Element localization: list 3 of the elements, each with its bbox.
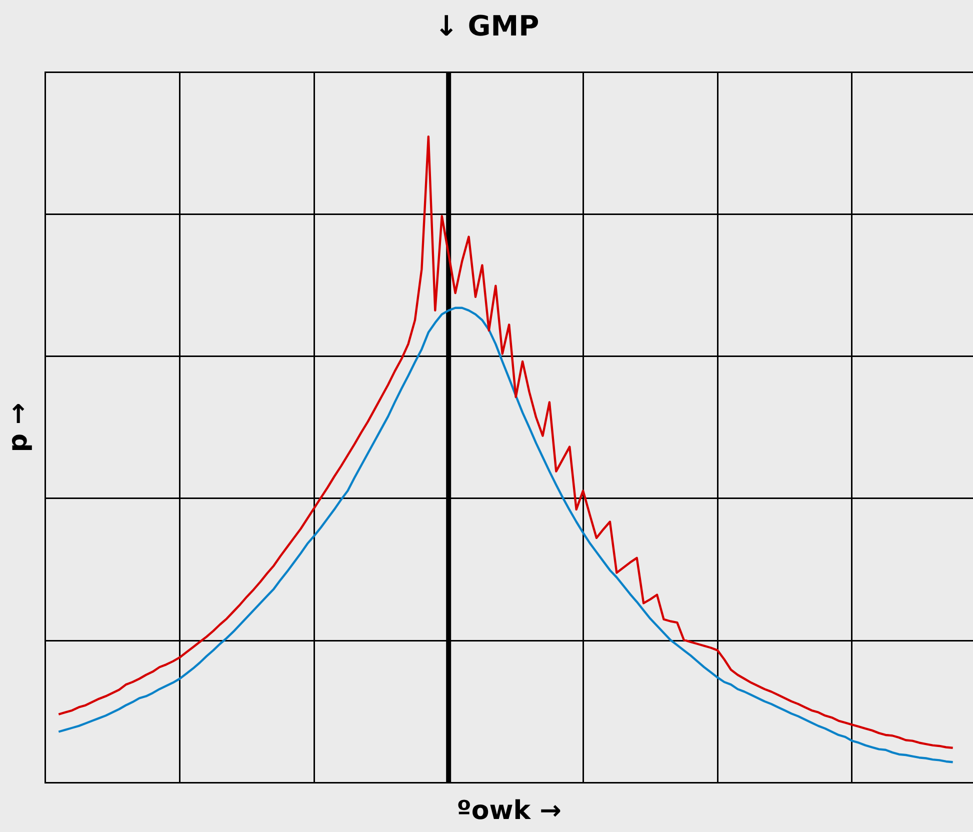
text: ↓ GMP: [434, 9, 540, 42]
y-axis-title: p →: [3, 402, 34, 452]
x-axis-title: ºowk →: [456, 796, 562, 826]
